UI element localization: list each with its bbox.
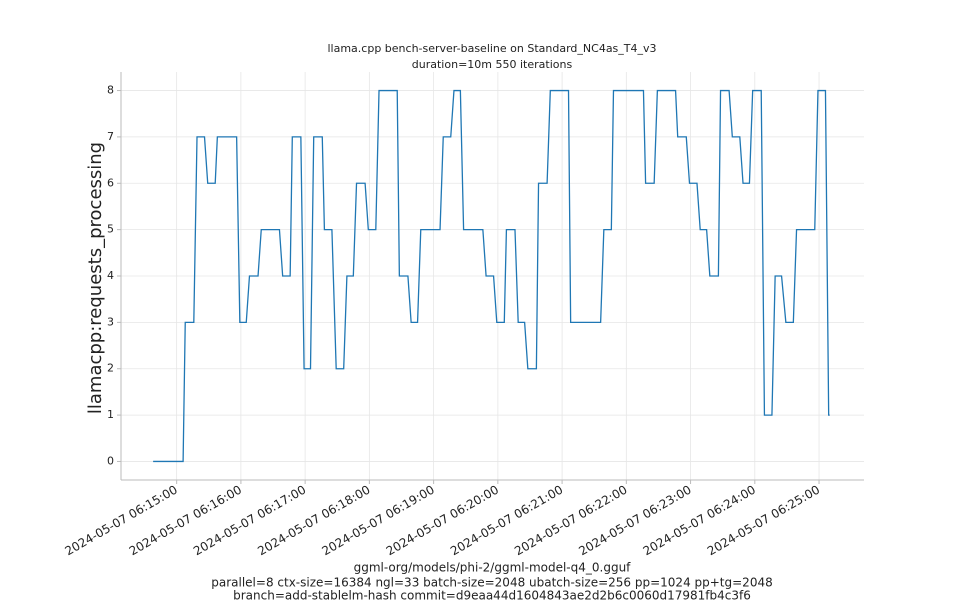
x-tick-label: 2024-05-07 06:23:00	[576, 483, 693, 559]
y-tick-label: 7	[107, 130, 114, 143]
y-tick-label: 3	[107, 315, 114, 328]
x-axis-label: branch=add-stablelm-hash commit=d9eaa44d…	[233, 589, 751, 600]
x-tick-label: 2024-05-07 06:21:00	[448, 483, 565, 559]
x-tick-label: 2024-05-07 06:22:00	[512, 483, 629, 559]
y-tick-label: 4	[107, 269, 114, 282]
y-tick-label: 8	[107, 84, 114, 97]
x-tick-label: 2024-05-07 06:19:00	[319, 483, 436, 559]
x-tick-label: 2024-05-07 06:20:00	[384, 483, 501, 559]
x-axis-label: ggml-org/models/phi-2/ggml-model-q4_0.gg…	[354, 561, 632, 575]
y-tick-label: 1	[107, 408, 114, 421]
x-tick-label: 2024-05-07 06:16:00	[127, 483, 244, 559]
x-tick-label: 2024-05-07 06:25:00	[705, 483, 822, 559]
data-line	[153, 89, 830, 463]
chart-title: llama.cpp bench-server-baseline on Stand…	[327, 42, 656, 55]
y-axis-label: llamacpp:requests_processing	[85, 142, 106, 414]
y-tick-label: 0	[107, 454, 114, 467]
y-tick-label: 5	[107, 223, 114, 236]
y-tick-label: 6	[107, 176, 114, 189]
x-tick-label: 2024-05-07 06:15:00	[63, 483, 180, 559]
x-tick-label: 2024-05-07 06:17:00	[191, 483, 308, 559]
x-axis-label: parallel=8 ctx-size=16384 ngl=33 batch-s…	[211, 576, 772, 590]
x-tick-label: 2024-05-07 06:24:00	[641, 483, 758, 559]
x-tick-label: 2024-05-07 06:18:00	[255, 483, 372, 559]
y-tick-label: 2	[107, 362, 114, 375]
chart-subtitle: duration=10m 550 iterations	[412, 58, 573, 71]
